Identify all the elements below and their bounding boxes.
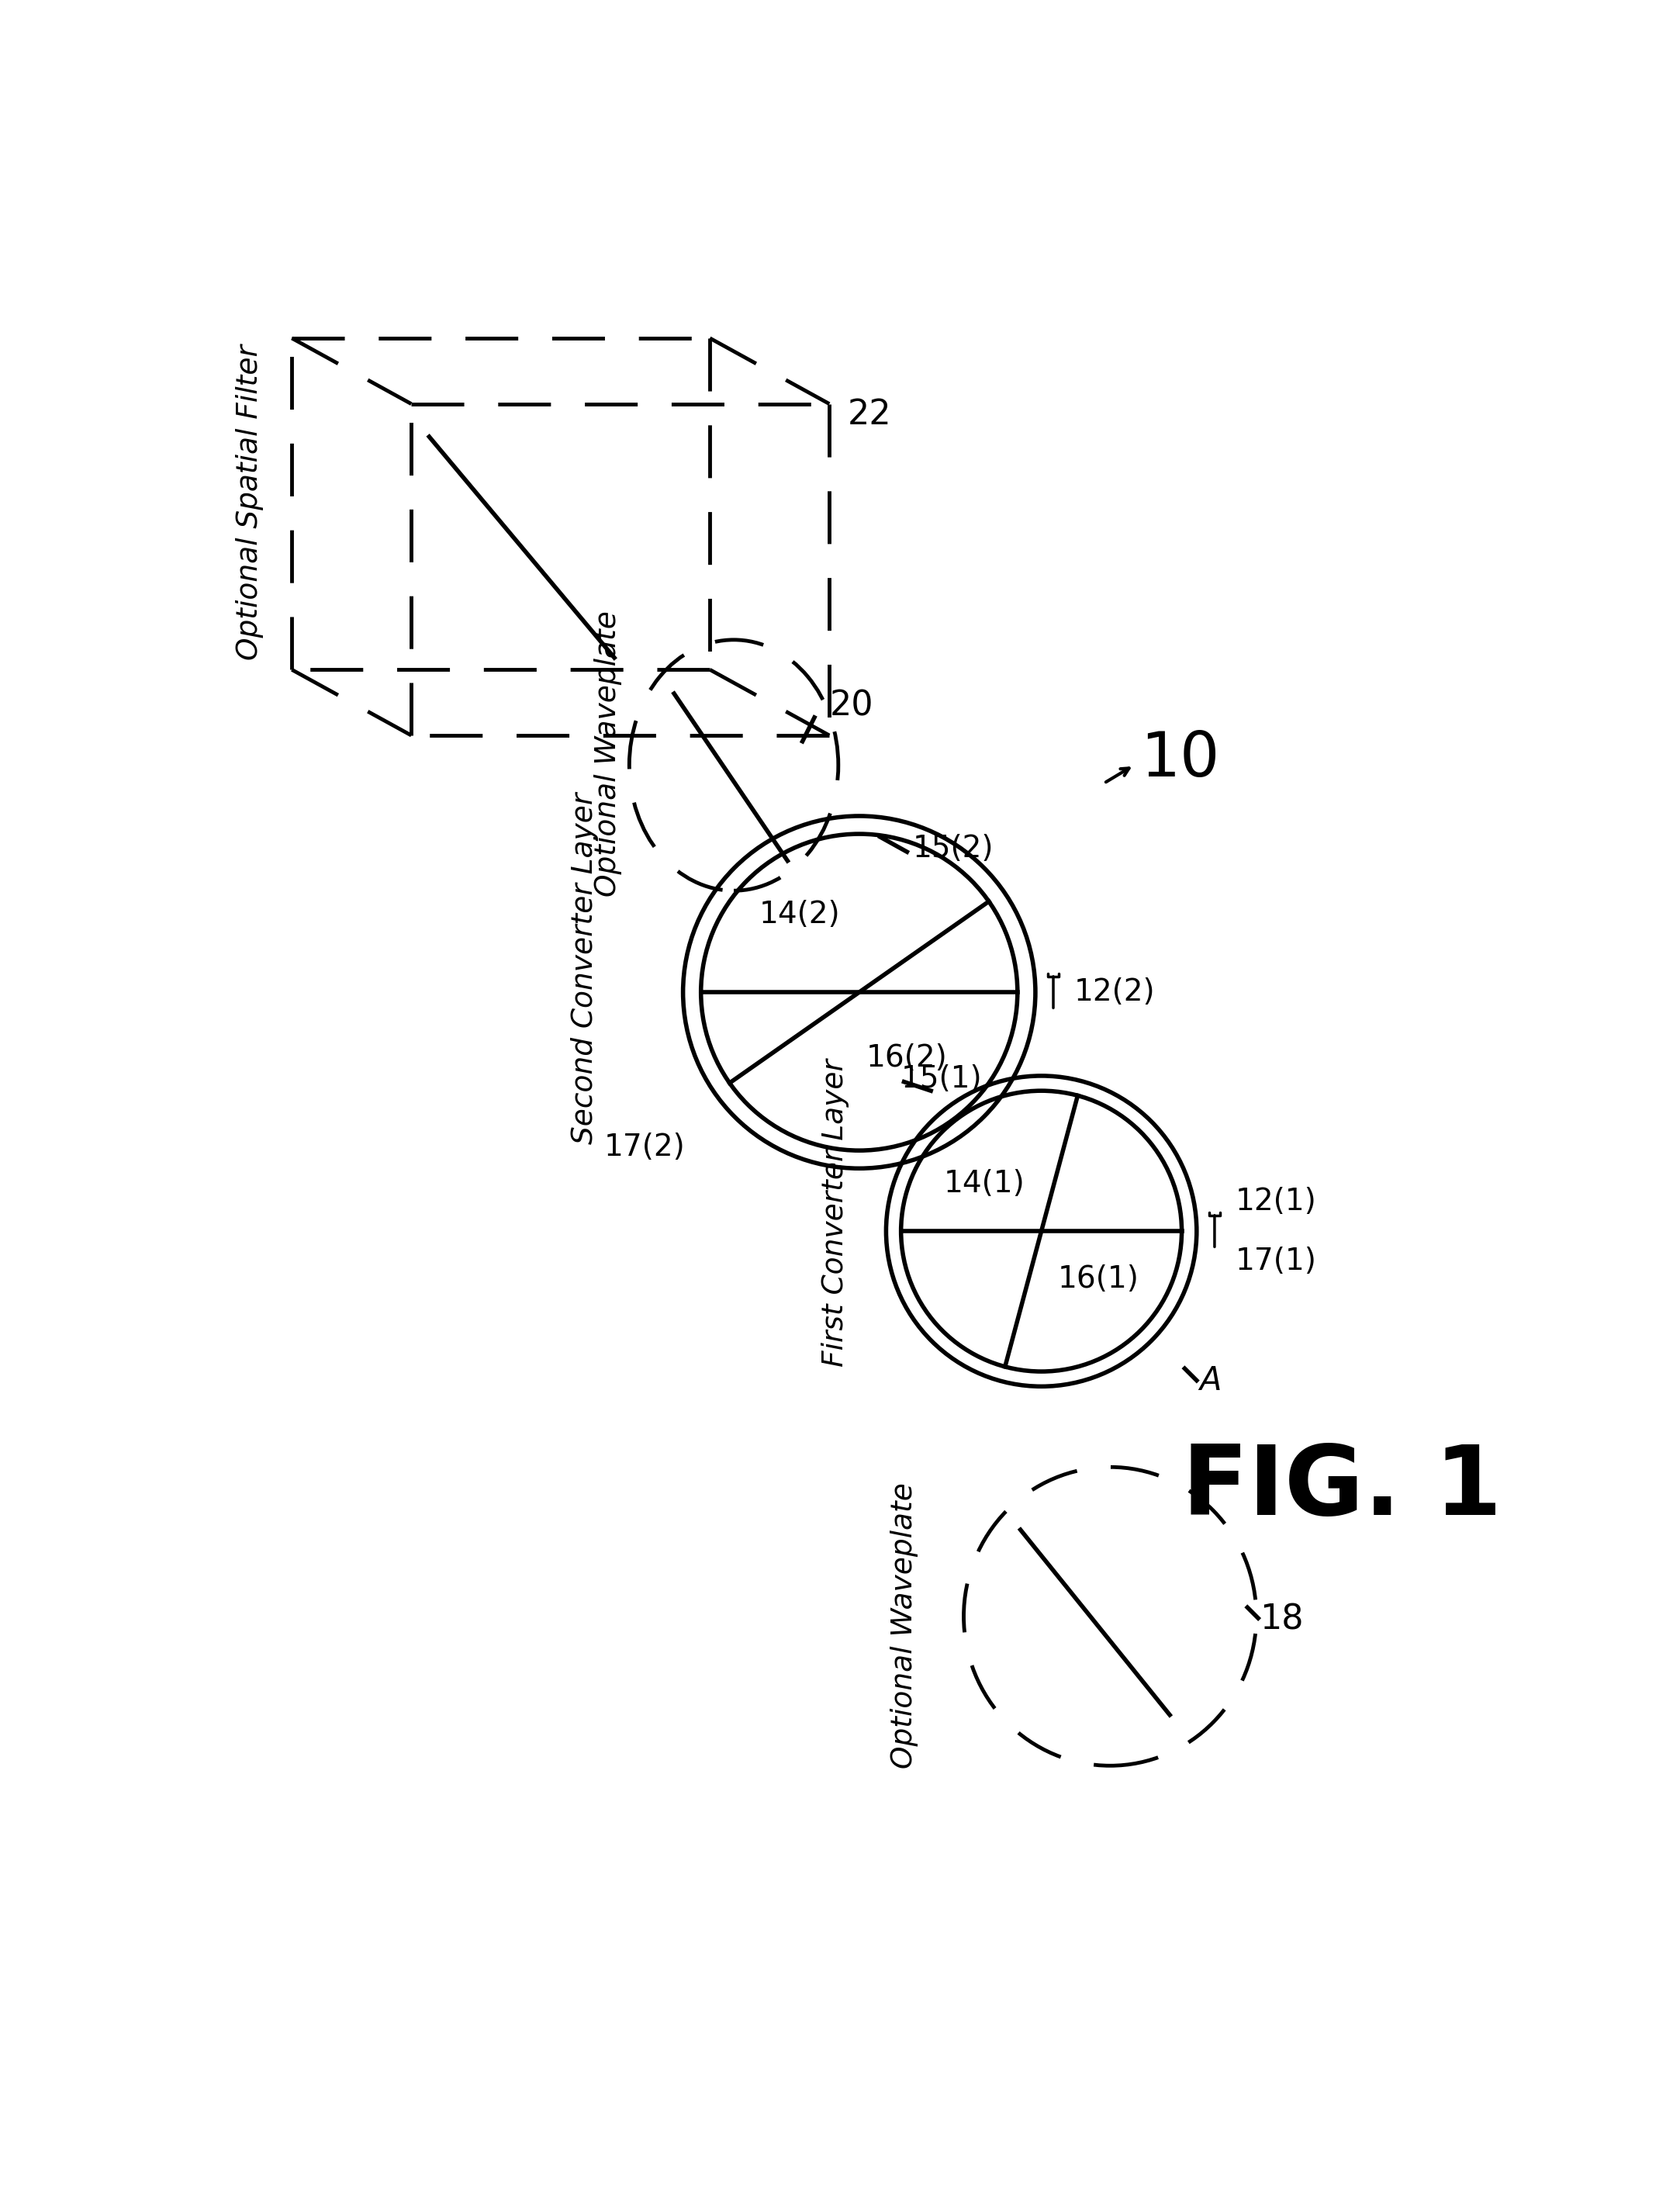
Text: 10: 10 <box>1141 729 1220 791</box>
Text: 14(1): 14(1) <box>944 1168 1025 1199</box>
Text: 16(2): 16(2) <box>867 1043 948 1072</box>
Text: A: A <box>1200 1364 1221 1397</box>
Text: Second Converter Layer: Second Converter Layer <box>571 793 598 1144</box>
Text: 12(1): 12(1) <box>1235 1186 1317 1217</box>
Text: Optional Waveplate: Optional Waveplate <box>595 610 622 896</box>
Text: 17(1): 17(1) <box>1235 1247 1317 1276</box>
Text: 15(1): 15(1) <box>900 1065 983 1094</box>
Text: 12(2): 12(2) <box>1074 977 1156 1008</box>
Text: First Converter Layer: First Converter Layer <box>822 1058 850 1368</box>
Text: Optional Waveplate: Optional Waveplate <box>890 1482 917 1768</box>
Text: Optional Spatial Filter: Optional Spatial Filter <box>237 345 264 661</box>
Text: 17(2): 17(2) <box>603 1133 685 1162</box>
Text: 20: 20 <box>830 690 874 722</box>
Text: FIG. 1: FIG. 1 <box>1181 1441 1502 1535</box>
Text: 16(1): 16(1) <box>1057 1265 1139 1293</box>
Text: 14(2): 14(2) <box>759 900 840 929</box>
Text: 18: 18 <box>1260 1603 1304 1636</box>
Text: 22: 22 <box>847 397 892 430</box>
Text: 15(2): 15(2) <box>912 834 995 863</box>
